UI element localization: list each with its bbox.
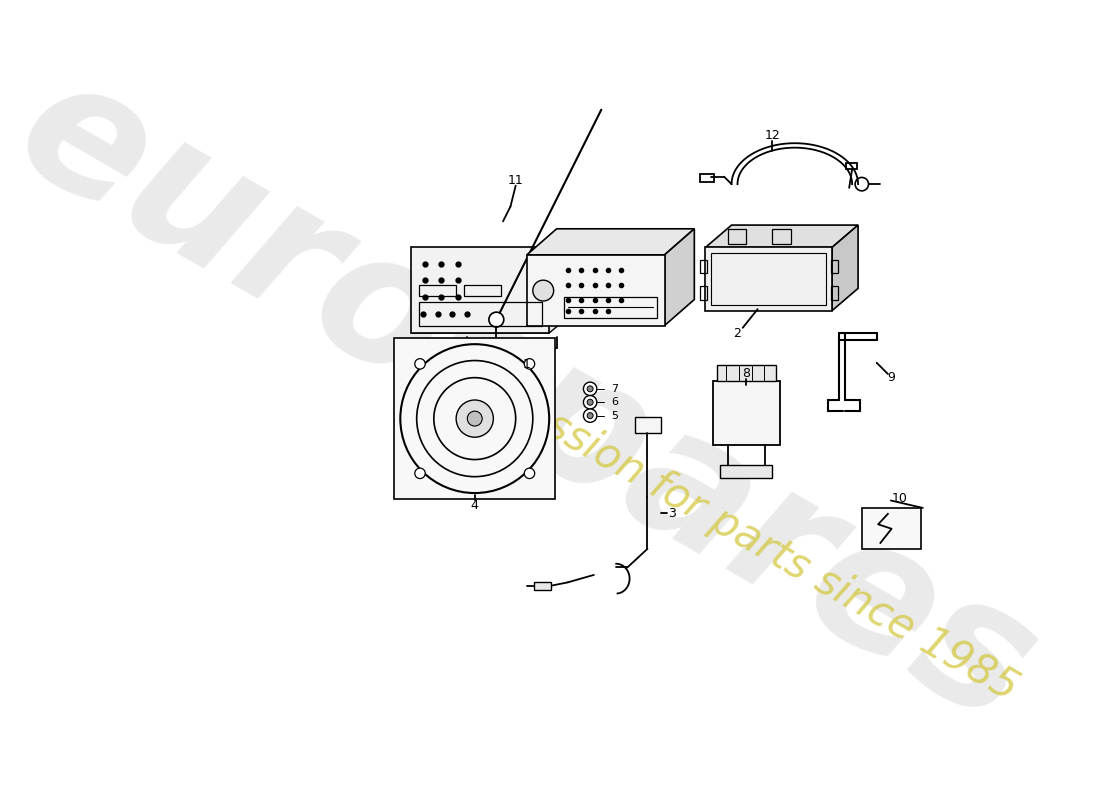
Bar: [717, 365, 777, 382]
Text: eurospares: eurospares: [0, 38, 1065, 762]
Bar: [700, 260, 707, 274]
Polygon shape: [705, 225, 858, 247]
Bar: [419, 285, 456, 296]
Bar: [861, 508, 922, 549]
Polygon shape: [664, 229, 694, 326]
Circle shape: [456, 400, 494, 438]
Text: 9: 9: [888, 371, 895, 384]
Text: 7: 7: [610, 384, 618, 394]
Bar: [705, 247, 832, 310]
Polygon shape: [832, 225, 858, 310]
Circle shape: [488, 312, 504, 327]
Bar: [728, 229, 747, 244]
Bar: [772, 229, 791, 244]
Bar: [720, 465, 772, 478]
Text: 4: 4: [471, 499, 478, 512]
Circle shape: [468, 411, 482, 426]
Text: 10: 10: [892, 492, 907, 505]
Bar: [527, 255, 664, 326]
Polygon shape: [411, 314, 572, 333]
Bar: [411, 247, 549, 333]
Bar: [463, 285, 500, 296]
Text: 5: 5: [610, 410, 618, 421]
Circle shape: [415, 358, 426, 369]
Bar: [395, 338, 556, 499]
Circle shape: [525, 468, 535, 478]
Bar: [830, 286, 838, 299]
Circle shape: [525, 358, 535, 369]
Circle shape: [415, 468, 426, 478]
Polygon shape: [527, 229, 694, 255]
Text: 3: 3: [669, 506, 676, 520]
Text: 8: 8: [742, 367, 750, 381]
Text: 12: 12: [764, 130, 780, 142]
Bar: [564, 298, 657, 318]
Circle shape: [532, 280, 553, 301]
Text: 2: 2: [733, 326, 740, 339]
Circle shape: [587, 399, 593, 406]
Bar: [846, 163, 857, 170]
Bar: [535, 582, 551, 590]
Text: 11: 11: [508, 174, 524, 187]
Text: 6: 6: [610, 398, 618, 407]
Text: 1: 1: [522, 358, 531, 370]
Bar: [700, 286, 707, 299]
Bar: [712, 254, 826, 305]
Bar: [635, 417, 661, 434]
Circle shape: [583, 409, 597, 422]
Bar: [491, 357, 503, 370]
Circle shape: [583, 382, 597, 395]
Bar: [460, 410, 476, 420]
Bar: [830, 260, 838, 274]
Circle shape: [583, 395, 597, 409]
Bar: [419, 302, 541, 326]
Text: a passion for parts since 1985: a passion for parts since 1985: [460, 358, 1025, 710]
Circle shape: [587, 386, 593, 392]
Circle shape: [587, 413, 593, 418]
Bar: [701, 174, 714, 182]
Bar: [713, 382, 780, 445]
